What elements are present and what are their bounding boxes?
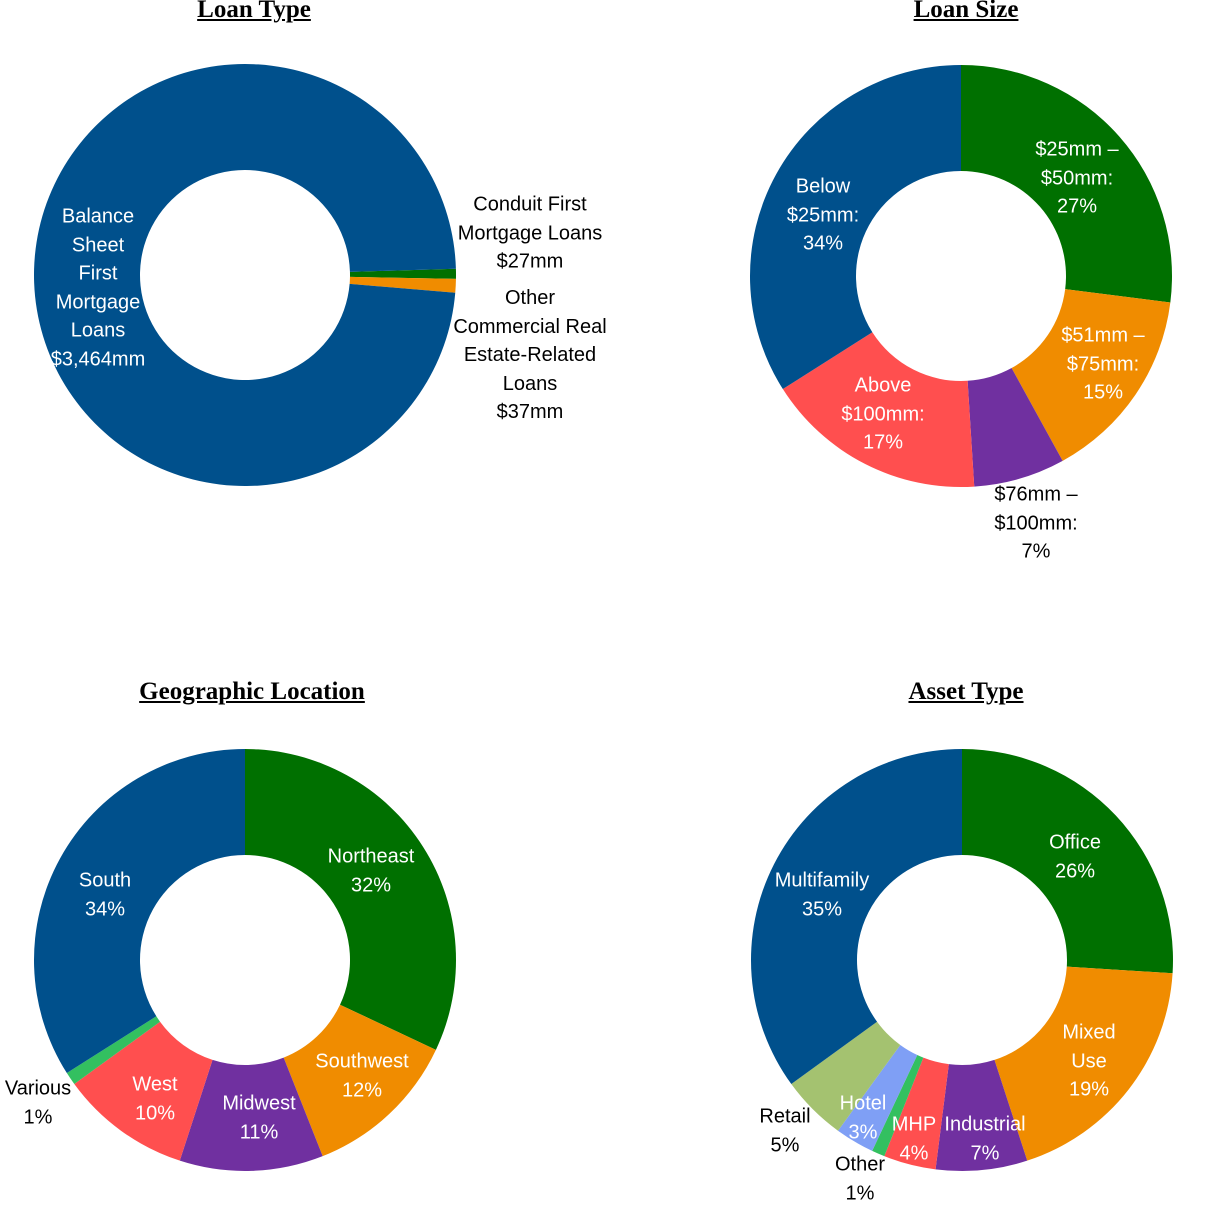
slice-west: [74, 1021, 213, 1161]
slice-mixed-use: [994, 966, 1173, 1161]
data-label: West 10%: [132, 1073, 178, 1125]
slice-hotel: [837, 1044, 918, 1151]
data-label: Hotel 3%: [839, 1092, 887, 1144]
slice-south: [34, 749, 246, 1074]
data-label: Other Commercial Real Estate-Related Loa…: [453, 286, 607, 423]
slice-retail: [791, 1021, 901, 1131]
slice-various: [66, 1016, 161, 1085]
data-label: $51mm – $75mm: 15%: [1061, 324, 1145, 404]
data-label: Midwest 11%: [222, 1092, 296, 1144]
data-label: South 34%: [78, 869, 132, 921]
slice-northeast: [245, 749, 457, 1050]
data-label: Various 1%: [4, 1077, 72, 1129]
chart-title-loan-size: Loan Size: [913, 0, 1019, 23]
data-label: Other 1%: [834, 1153, 886, 1205]
data-label: Retail 5%: [759, 1105, 811, 1157]
slice-industrial: [935, 1059, 1028, 1171]
data-label: Conduit First Mortgage Loans $27mm: [457, 193, 603, 273]
slice-office: [962, 749, 1173, 974]
chart-title-loan-type: Loan Type: [197, 0, 311, 23]
chart-title-asset-type: Asset Type: [908, 678, 1024, 705]
slice-76mm-100mm: [967, 368, 1063, 487]
slice-midwest: [179, 1057, 323, 1171]
slice-mhp: [884, 1057, 949, 1170]
slice-below-25mm: [750, 65, 961, 390]
slice-25mm-50mm: [961, 65, 1173, 303]
data-label: Industrial 7%: [944, 1113, 1026, 1165]
data-label: MHP 4%: [891, 1113, 937, 1165]
data-label: Office 26%: [1049, 831, 1101, 883]
slice-multifamily: [751, 749, 962, 1085]
slice-51mm-75mm: [1011, 289, 1171, 461]
data-label: Above $100mm: 17%: [841, 374, 925, 454]
data-label: Southwest 12%: [315, 1050, 409, 1102]
data-label: $25mm – $50mm: 27%: [1035, 138, 1119, 218]
chart-title-geographic-location: Geographic Location: [139, 678, 365, 705]
data-label: Balance Sheet First Mortgage Loans $3,46…: [50, 205, 146, 371]
slice-conduit-first-mortgage-loans: [349, 268, 457, 279]
slice-other: [872, 1055, 924, 1157]
slice-balance-sheet-first-mortgage-loans: [34, 63, 456, 486]
data-label: Multifamily 35%: [774, 869, 870, 921]
slice-other-commercial-real-estate-related-loans: [349, 276, 456, 293]
data-label: Northeast 32%: [327, 845, 415, 897]
data-label: $76mm – $100mm: 7%: [994, 483, 1078, 563]
slice-above-100mm: [782, 332, 975, 487]
data-label: Below $25mm: 34%: [786, 175, 860, 255]
slice-southwest: [283, 1004, 436, 1157]
data-label: Mixed Use 19%: [1062, 1021, 1116, 1101]
